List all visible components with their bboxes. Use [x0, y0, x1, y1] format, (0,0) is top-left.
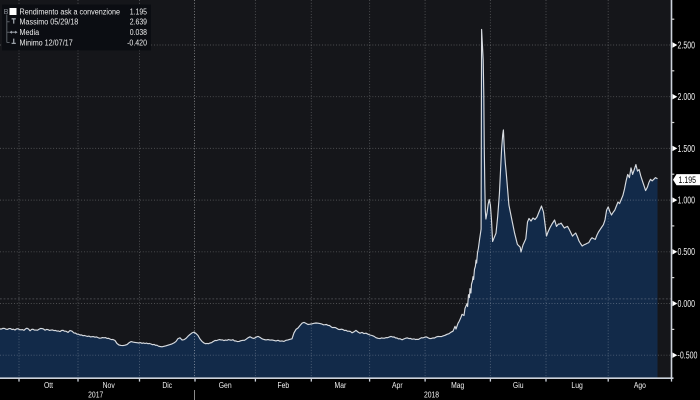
svg-text:1.195: 1.195: [130, 7, 148, 16]
svg-text:Ago: Ago: [634, 381, 647, 390]
svg-text:0.038: 0.038: [130, 28, 148, 37]
svg-text:2.000: 2.000: [678, 92, 696, 103]
svg-text:Massimo 05/29/18: Massimo 05/29/18: [20, 18, 79, 27]
svg-text:2.639: 2.639: [130, 18, 148, 27]
svg-text:-0.420: -0.420: [127, 38, 147, 47]
svg-text:B: B: [4, 9, 9, 16]
svg-text:Minimo 12/07/17: Minimo 12/07/17: [20, 38, 74, 47]
svg-text:1.500: 1.500: [678, 144, 696, 155]
svg-text:Dic: Dic: [162, 381, 172, 390]
svg-text:Feb: Feb: [277, 381, 289, 390]
svg-text:2017: 2017: [88, 390, 104, 399]
svg-text:Media: Media: [20, 28, 40, 37]
svg-text:Gen: Gen: [219, 381, 232, 390]
svg-text:1.195: 1.195: [679, 175, 697, 186]
svg-text:Nov: Nov: [103, 381, 115, 390]
svg-text:0.500: 0.500: [678, 247, 696, 258]
svg-text:Mar: Mar: [335, 381, 347, 390]
svg-text:Mag: Mag: [451, 381, 464, 390]
svg-text:Giu: Giu: [513, 381, 524, 390]
svg-text:1.000: 1.000: [678, 196, 696, 207]
svg-text:Apr: Apr: [392, 381, 403, 390]
svg-text:0.000: 0.000: [678, 299, 696, 310]
svg-text:Rendimento ask a convenzione: Rendimento ask a convenzione: [20, 7, 121, 16]
svg-text:2.500: 2.500: [678, 40, 696, 51]
svg-text:Lug: Lug: [571, 381, 582, 390]
svg-text:Ott: Ott: [44, 381, 54, 390]
svg-text:2018: 2018: [424, 390, 440, 399]
svg-text:-0.500: -0.500: [678, 351, 698, 362]
